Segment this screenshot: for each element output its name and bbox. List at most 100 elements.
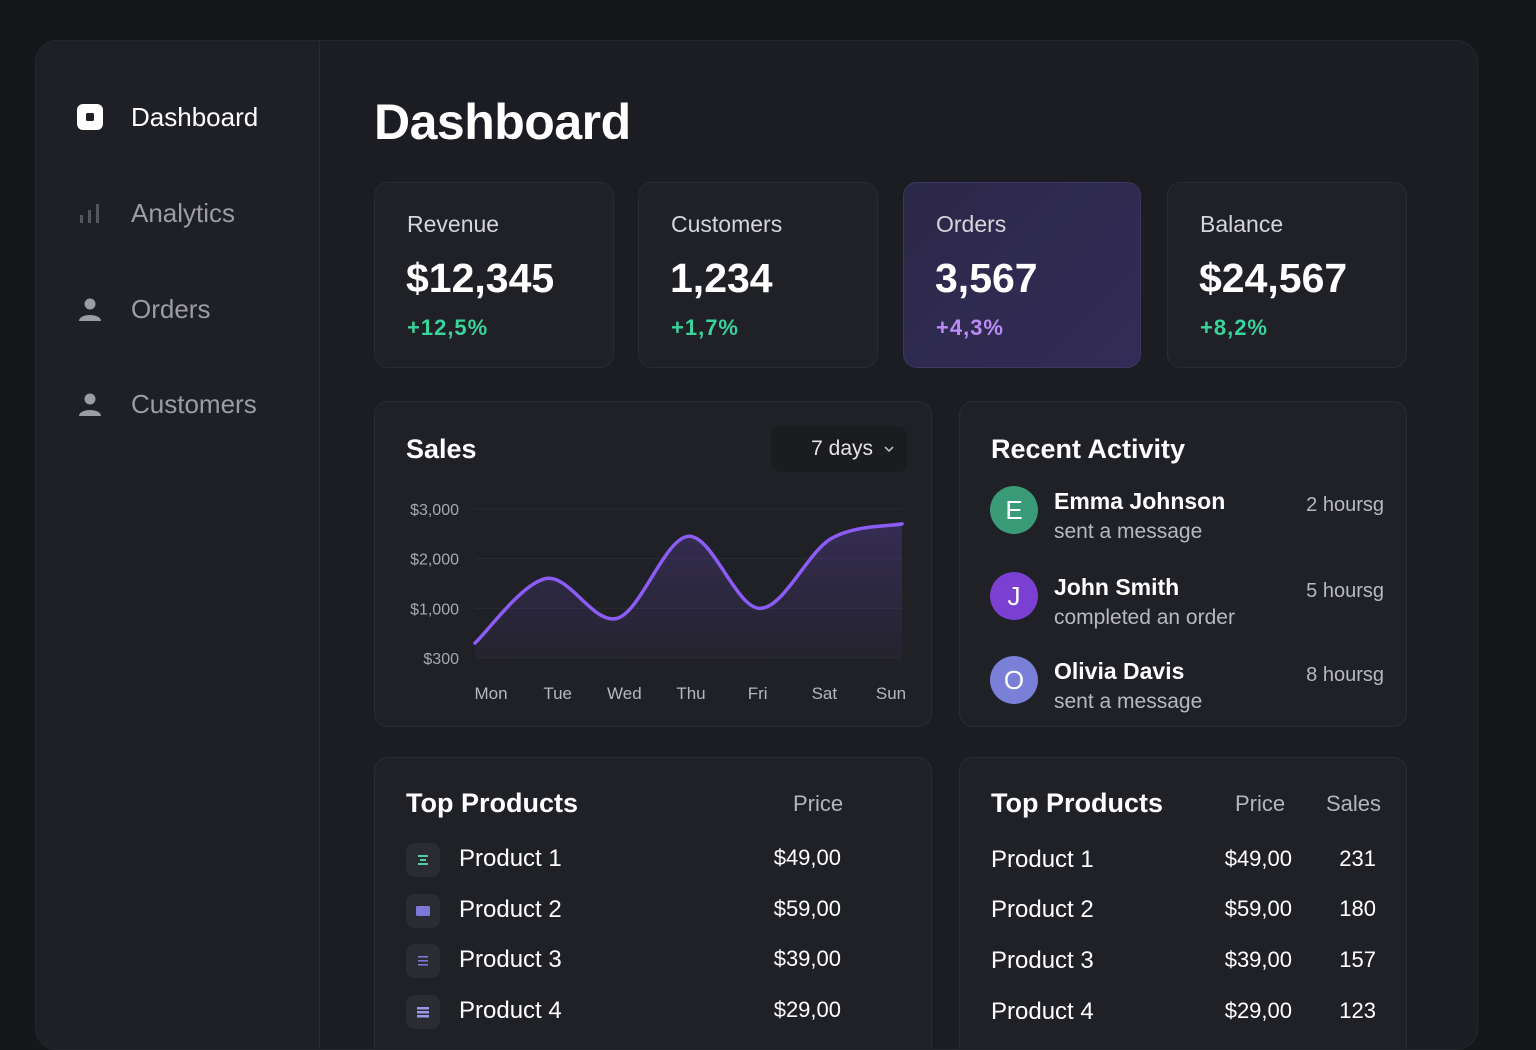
dashboard-icon xyxy=(76,103,104,131)
product-price: $49,00 xyxy=(774,845,841,871)
stat-label: Revenue xyxy=(407,211,499,238)
product-name: Product 1 xyxy=(459,845,562,873)
y-tick-label: $1,000 xyxy=(410,601,459,618)
stat-value: $12,345 xyxy=(406,255,554,302)
sales-area xyxy=(475,524,902,658)
sidebar: Dashboard Analytics Orders Customers xyxy=(36,41,320,1049)
product-row[interactable]: Product 4 $29,00 xyxy=(406,995,844,1035)
activity-time: 2 hoursg xyxy=(1306,494,1384,517)
y-tick-label: $2,000 xyxy=(410,552,459,569)
top-products-card: Top Products Price Product 1 $49,00 Prod… xyxy=(374,757,932,1050)
product-name: Product 4 xyxy=(459,997,562,1025)
activity-time: 5 hoursg xyxy=(1306,580,1384,603)
stat-change: +1,7% xyxy=(671,315,739,341)
stat-card-balance[interactable]: Balance $24,567 +8,2% xyxy=(1167,182,1407,368)
sidebar-item-label: Dashboard xyxy=(131,102,258,133)
x-tick-label: Sat xyxy=(812,684,838,703)
activity-desc: sent a message xyxy=(1054,690,1202,714)
price-header: Price xyxy=(793,791,843,817)
person-icon xyxy=(76,390,104,418)
activity-name: Emma Johnson xyxy=(1054,488,1225,515)
sidebar-item-orders[interactable]: Orders xyxy=(76,289,306,329)
page-title: Dashboard xyxy=(374,93,631,151)
product-price: $29,00 xyxy=(1225,998,1292,1024)
sidebar-item-analytics[interactable]: Analytics xyxy=(76,193,306,233)
stat-change: +12,5% xyxy=(407,315,488,341)
product-name: Product 3 xyxy=(459,946,562,974)
x-tick-label: Mon xyxy=(474,684,507,703)
stat-card-revenue[interactable]: Revenue $12,345 +12,5% xyxy=(374,182,614,368)
product-name: Product 2 xyxy=(459,896,562,924)
x-tick-label: Tue xyxy=(543,684,572,703)
sales-header: Sales xyxy=(1326,791,1381,817)
product-row[interactable]: Product 1 $49,00 xyxy=(406,843,844,883)
y-tick-label: $3,000 xyxy=(410,502,459,519)
product-sales: 231 xyxy=(1339,846,1376,872)
stat-value: 3,567 xyxy=(935,255,1038,302)
product-name: Product 1 xyxy=(991,846,1094,874)
sidebar-item-customers[interactable]: Customers xyxy=(76,384,306,424)
product-price: $59,00 xyxy=(1225,896,1292,922)
stat-card-orders[interactable]: Orders 3,567 +4,3% xyxy=(903,182,1141,368)
person-icon xyxy=(76,295,104,323)
y-tick-label: $300 xyxy=(423,651,459,668)
stat-value: $24,567 xyxy=(1199,255,1347,302)
product-row[interactable]: Product 4 $29,00 123 xyxy=(991,996,1379,1036)
stat-label: Customers xyxy=(671,211,782,238)
product-sales: 157 xyxy=(1339,947,1376,973)
product-price: $59,00 xyxy=(774,896,841,922)
activity-title: Recent Activity xyxy=(991,434,1185,465)
stat-label: Balance xyxy=(1200,211,1283,238)
product-row[interactable]: Product 3 $39,00 xyxy=(406,944,844,984)
sidebar-item-dashboard[interactable]: Dashboard xyxy=(76,97,306,137)
top-products-title: Top Products xyxy=(406,788,578,819)
product-price: $39,00 xyxy=(1225,947,1292,973)
stat-label: Orders xyxy=(936,211,1006,238)
product-row[interactable]: Product 2 $59,00 180 xyxy=(991,894,1379,934)
product-name: Product 4 xyxy=(991,998,1094,1026)
stat-change: +8,2% xyxy=(1200,315,1268,341)
list-icon xyxy=(406,944,440,978)
product-sales: 180 xyxy=(1339,896,1376,922)
top-products-sales-card: Top Products Price Sales Product 1 $49,0… xyxy=(959,757,1407,1050)
product-name: Product 3 xyxy=(991,947,1094,975)
activity-name: John Smith xyxy=(1054,574,1179,601)
stat-change: +4,3% xyxy=(936,315,1004,341)
product-sales: 123 xyxy=(1339,998,1376,1024)
stat-card-customers[interactable]: Customers 1,234 +1,7% xyxy=(638,182,878,368)
app-window: Dashboard Analytics Orders Customers Das… xyxy=(35,40,1478,1050)
sidebar-item-label: Orders xyxy=(131,294,210,325)
product-name: Product 2 xyxy=(991,896,1094,924)
sidebar-item-label: Customers xyxy=(131,389,257,420)
product-price: $29,00 xyxy=(774,997,841,1023)
activity-name: Olivia Davis xyxy=(1054,658,1184,685)
top-products-title: Top Products xyxy=(991,788,1163,819)
avatar: J xyxy=(990,572,1038,620)
product-row[interactable]: Product 2 $59,00 xyxy=(406,894,844,934)
sales-chart: $3,000 $2,000 $1,000 $300 Mon Tue Wed Thu Fri Sa… xyxy=(375,402,933,728)
main-content: Dashboard Revenue $12,345 +12,5% Custome… xyxy=(320,41,1477,1049)
activity-desc: sent a message xyxy=(1054,520,1202,544)
activity-item[interactable]: J John Smith completed an order 5 hoursg xyxy=(990,572,1384,642)
avatar: O xyxy=(990,656,1038,704)
activity-item[interactable]: O Olivia Davis sent a message 8 hoursg xyxy=(990,656,1384,726)
activity-item[interactable]: E Emma Johnson sent a message 2 hoursg xyxy=(990,486,1384,556)
price-header: Price xyxy=(1235,791,1285,817)
x-tick-label: Fri xyxy=(748,684,768,703)
avatar: E xyxy=(990,486,1038,534)
product-price: $39,00 xyxy=(774,946,841,972)
activity-desc: completed an order xyxy=(1054,606,1235,630)
sidebar-item-label: Analytics xyxy=(131,198,235,229)
bar-chart-icon xyxy=(76,199,104,227)
activity-card: Recent Activity E Emma Johnson sent a me… xyxy=(959,401,1407,727)
product-row[interactable]: Product 3 $39,00 157 xyxy=(991,945,1379,985)
product-price: $49,00 xyxy=(1225,846,1292,872)
activity-time: 8 hoursg xyxy=(1306,664,1384,687)
list-icon xyxy=(406,843,440,877)
x-tick-label: Thu xyxy=(676,684,705,703)
x-tick-label: Wed xyxy=(607,684,642,703)
product-row[interactable]: Product 1 $49,00 231 xyxy=(991,844,1379,884)
square-icon xyxy=(406,894,440,928)
stat-value: 1,234 xyxy=(670,255,773,302)
